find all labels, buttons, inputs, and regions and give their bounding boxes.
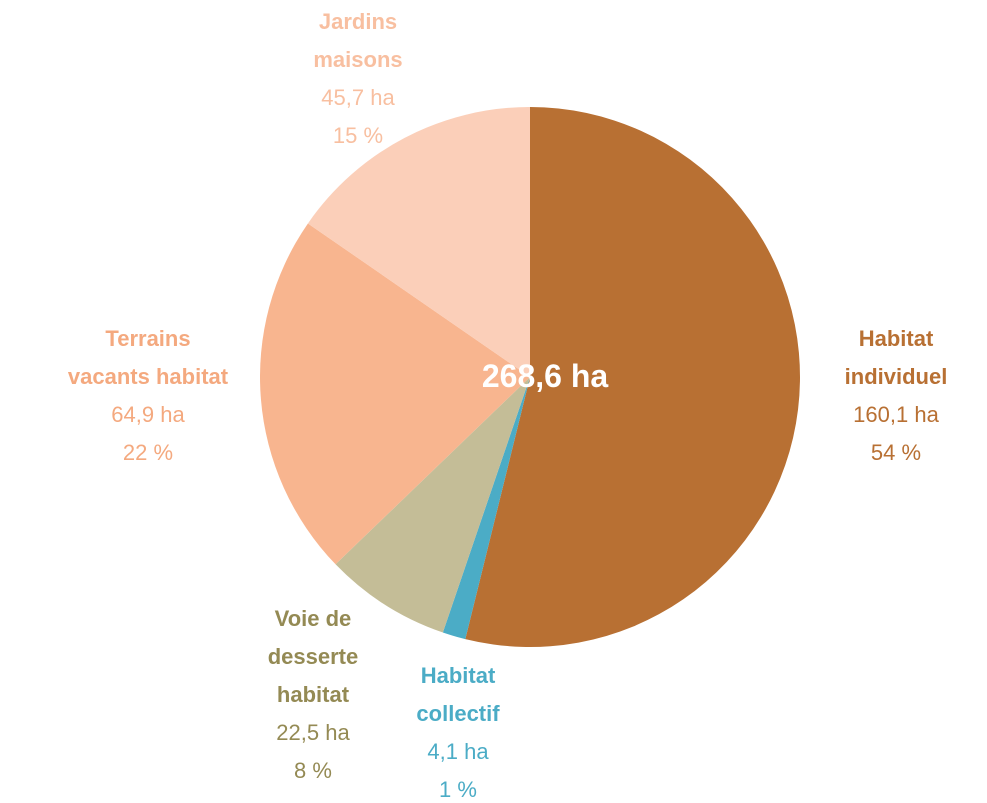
pie-slice [335, 377, 530, 633]
value-label: 4,1 ha [427, 739, 489, 764]
category-name: Habitat collectif [416, 663, 500, 726]
slice-label: Terrains vacants habitat 64,9 ha 22 % [68, 320, 228, 472]
value-label: 22,5 ha [276, 720, 350, 745]
percentage-label: 1 % [439, 777, 477, 802]
slice-label: Habitat individuel 160,1 ha 54 % [845, 320, 948, 472]
pie-slice [465, 107, 801, 647]
slice-label: Jardins maisons 45,7 ha 15 % [313, 3, 402, 155]
slice-label: Voie de desserte habitat 22,5 ha 8 % [268, 600, 359, 790]
category-name: Voie de desserte habitat [267, 606, 359, 707]
slice-label: Habitat collectif 4,1 ha 1 % [416, 657, 499, 803]
value-label: 160,1 ha [853, 402, 939, 427]
value-label: 64,9 ha [111, 402, 185, 427]
center-total: 268,6 ha [481, 358, 609, 394]
pie-slice [307, 106, 530, 378]
value-label: 45,7 ha [321, 85, 395, 110]
pie-slice [259, 223, 530, 565]
category-name: Jardins maisons [313, 9, 403, 72]
percentage-label: 54 % [870, 440, 922, 465]
pie-slice [442, 377, 530, 640]
percentage-label: 22 % [122, 440, 174, 465]
percentage-label: 8 % [294, 758, 332, 783]
category-name: Terrains vacants habitat [67, 326, 229, 389]
percentage-label: 15 % [332, 123, 384, 148]
category-name: Habitat individuel [844, 326, 948, 389]
